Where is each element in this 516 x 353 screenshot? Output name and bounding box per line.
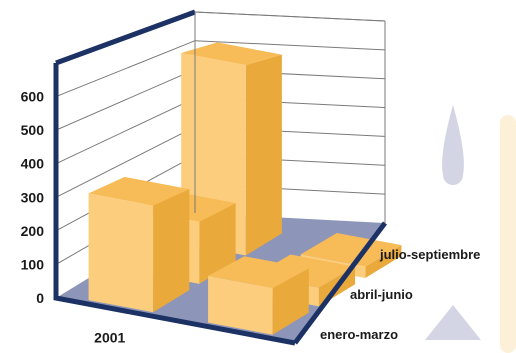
bar-top bbox=[88, 176, 190, 206]
decor-drop bbox=[442, 105, 464, 185]
decor-stripe bbox=[500, 115, 516, 353]
bar-side bbox=[245, 54, 282, 256]
bar-front bbox=[208, 275, 273, 335]
y-tick-label: 300 bbox=[21, 189, 45, 205]
gridline-left bbox=[55, 97, 196, 165]
y-tick-label: 500 bbox=[21, 122, 45, 138]
axis-top-edge bbox=[55, 9, 196, 66]
axis-depth-edge bbox=[293, 221, 387, 345]
bar-side bbox=[272, 268, 309, 335]
category-label: 2001 bbox=[94, 329, 125, 345]
bar-enero-marzo-2002 bbox=[208, 256, 309, 335]
y-tick-label: 400 bbox=[21, 156, 45, 172]
y-axis-tick-labels: 0 100 200 300 400 500 600 bbox=[21, 89, 45, 306]
series-label: julio-septiembre bbox=[379, 247, 480, 262]
depth-axis-series-labels: enero-marzo abril-junio julio-septiembre bbox=[320, 247, 480, 342]
bar-enero-marzo-2001 bbox=[88, 176, 190, 313]
gridline-left bbox=[55, 68, 196, 131]
y-tick-label: 200 bbox=[21, 223, 45, 239]
bar-side bbox=[365, 245, 402, 278]
series-label: enero-marzo bbox=[320, 327, 398, 342]
back-top-edge bbox=[194, 11, 386, 22]
y-tick-label: 100 bbox=[21, 256, 45, 272]
bar-top bbox=[181, 42, 282, 66]
gridline-back bbox=[194, 40, 386, 51]
bar-front bbox=[88, 193, 154, 313]
background-decoration bbox=[425, 105, 516, 353]
bar-top bbox=[300, 233, 402, 267]
gridline-left bbox=[55, 40, 196, 98]
gridline-left bbox=[55, 126, 196, 198]
y-tick-label: 0 bbox=[36, 290, 44, 306]
category-label: 2002 bbox=[214, 352, 245, 353]
axes-frame bbox=[53, 9, 387, 346]
bar-side bbox=[199, 203, 236, 284]
y-tick-label: 600 bbox=[21, 89, 45, 105]
bars bbox=[88, 42, 402, 335]
bar-top bbox=[208, 256, 309, 289]
x-axis-category-labels: 2001 2002 bbox=[94, 329, 245, 353]
bar-side bbox=[153, 189, 190, 313]
decor-drop bbox=[425, 305, 481, 340]
series-label: abril-junio bbox=[350, 287, 413, 302]
axis-front-edges bbox=[53, 63, 296, 346]
